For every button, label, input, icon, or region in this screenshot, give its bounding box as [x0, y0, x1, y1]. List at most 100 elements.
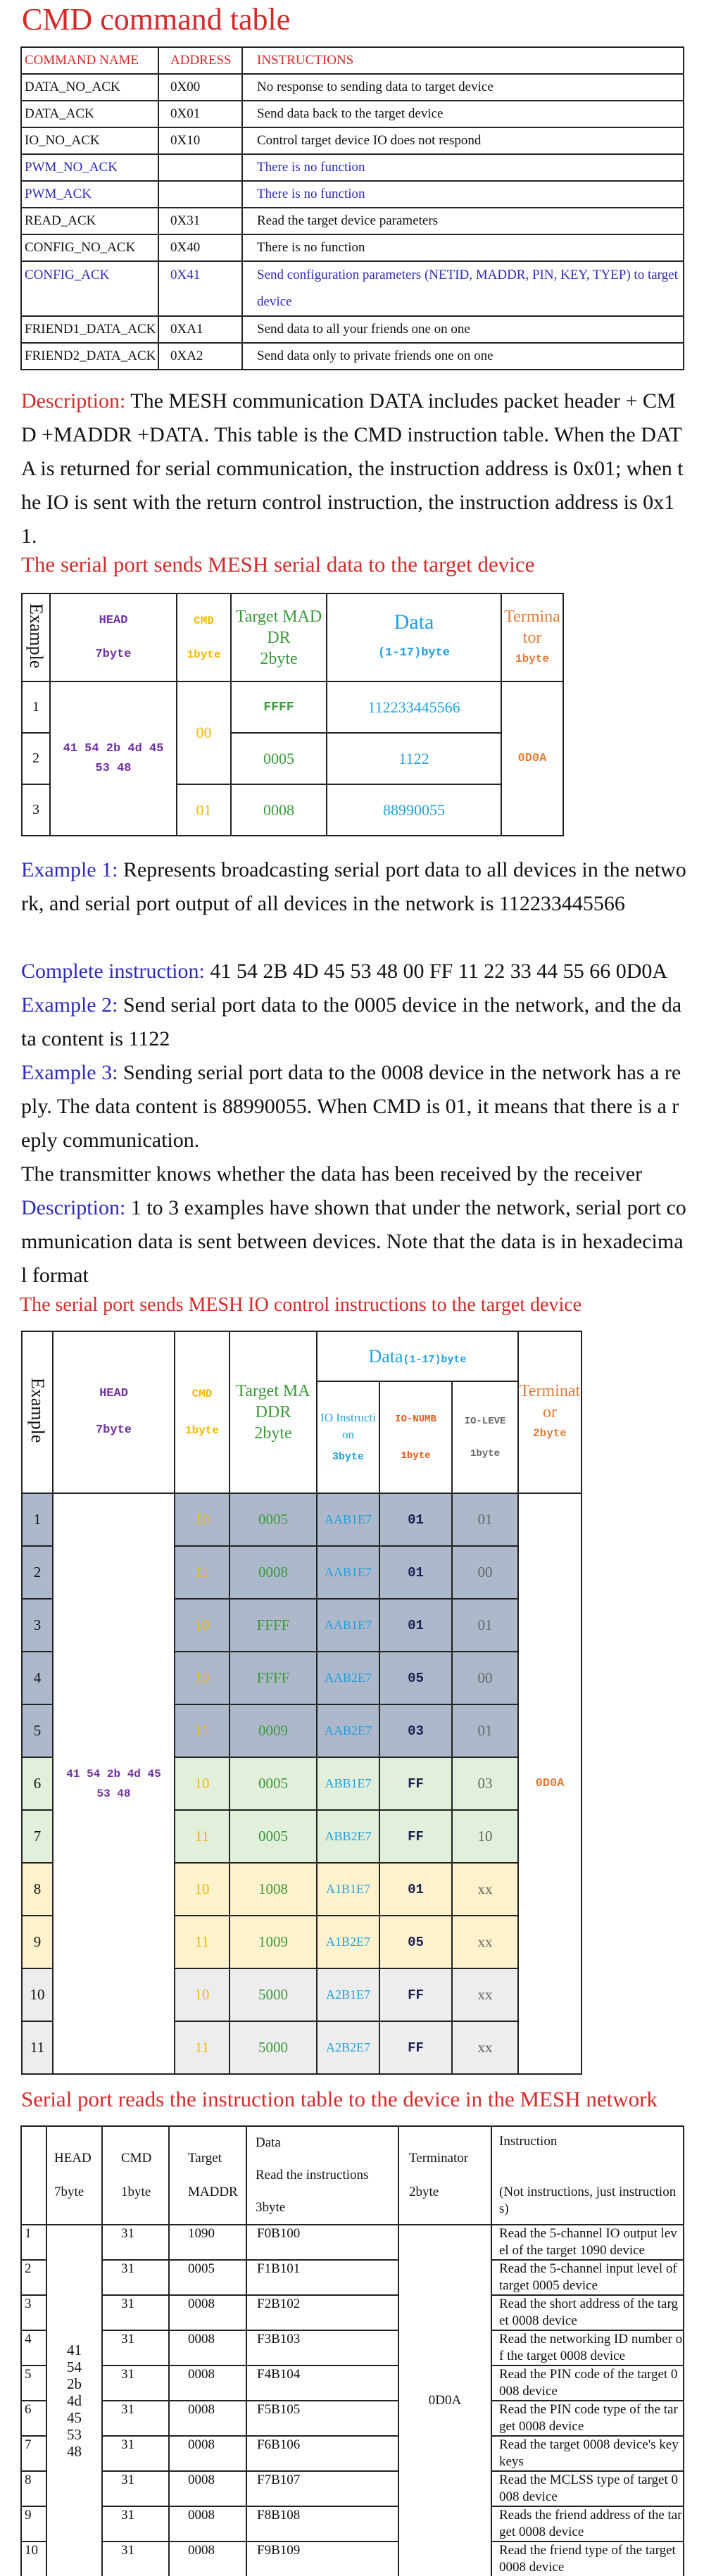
cmd-value: 31: [101, 2294, 170, 2331]
io-level-value: 03: [451, 1757, 520, 1811]
example-number: 8: [21, 1862, 54, 1916]
header-example: Example: [21, 1331, 54, 1494]
table-row: 9 31 0008 F8B108 Reads the friend address of…: [20, 2506, 684, 2542]
header-head-size: 7byte: [95, 1424, 132, 1437]
header-cmd-size: 1byte: [184, 1424, 219, 1437]
maddr-value: FFFF: [229, 1651, 318, 1705]
io-level-value: 01: [451, 1598, 520, 1652]
table-row: 5 11 0009 AAB2E7 03 01: [21, 1704, 582, 1758]
maddr-value: 5000: [229, 1968, 318, 2022]
head-byte: 45: [67, 2409, 82, 2426]
terminator-value: 0D0A: [517, 1493, 582, 2075]
example-label: Complete instruction:: [21, 960, 205, 983]
header-head: HEAD 7byte: [49, 593, 177, 682]
header-instructions: INSTRUCTIONS: [241, 46, 684, 75]
command-name: CONFIG_NO_ACK: [20, 234, 159, 262]
header-terminator-label: Terminator: [504, 607, 560, 647]
command-name: FRIEND2_DATA_ACK: [20, 342, 159, 370]
table-row: FRIEND2_DATA_ACK 0XA2 Send data only to pr…: [20, 342, 684, 370]
head-byte: 48: [67, 2443, 82, 2460]
io-instruction-value: A2B2E7: [316, 2021, 380, 2075]
cmd-command-table: COMMAND NAME ADDRESS INSTRUCTIONS DATA_N…: [20, 46, 684, 370]
header-io-level-label: IO-LEVE: [464, 1415, 506, 1427]
header-example-label: Example: [27, 1378, 48, 1443]
header-address: ADDRESS: [158, 46, 243, 75]
header-terminator-size: 2byte: [533, 1427, 567, 1440]
maddr-value: 0008: [229, 1545, 318, 1600]
example-number: 4: [21, 1651, 54, 1705]
header-io-numb-size: 1byte: [401, 1450, 431, 1462]
example-paragraph: Description: 1 to 3 examples have shown …: [21, 1191, 686, 1293]
header-head-size: 7byte: [95, 647, 132, 661]
io-instruction-value: ABB2E7: [316, 1809, 380, 1864]
io-numb-value: FF: [379, 2021, 453, 2075]
header-data: Data Read the instructions 3byte: [246, 2125, 399, 2225]
io-numb-value: 01: [379, 1545, 453, 1600]
header-head-size: 7byte: [54, 2185, 84, 2199]
table-row: READ_ACK 0X31 Read the target device param…: [20, 207, 684, 235]
io-numb-value: 01: [379, 1493, 453, 1547]
data-value: 1122: [326, 732, 502, 785]
io-level-value: xx: [451, 1968, 520, 2022]
io-level-value: xx: [451, 2021, 520, 2075]
table-header-row: HEAD 7byte CMD 1byte Target MADDR Data Read …: [20, 2125, 684, 2225]
row-number: 5: [20, 2365, 47, 2401]
header-head-label: HEAD: [99, 613, 128, 627]
table-row: 7 31 0008 F6B106 Read the target 0008 device…: [20, 2435, 684, 2472]
command-name: DATA_ACK: [20, 100, 159, 128]
example-text: 41 54 2B 4D 45 53 48 00 FF 11 22 33 44 5…: [204, 960, 668, 983]
table-row: 7 11 0005 ABB2E7 FF 10: [21, 1809, 582, 1864]
command-name: READ_ACK: [20, 207, 159, 235]
row-number: 3: [20, 2294, 47, 2331]
command-instruction: There is no function: [241, 180, 684, 208]
io-instruction-value: A1B2E7: [316, 1915, 380, 1969]
table-row: 1 41 54 2b 4d 45 53 48 31 1090 F0B100 0D0A Read the …: [20, 2224, 684, 2576]
table-row: 11 11 5000 A2B2E7 FF xx: [21, 2021, 582, 2075]
io-numb-value: 03: [379, 1704, 453, 1758]
head-byte: 53: [67, 2426, 82, 2443]
data-value: F3B103: [246, 2330, 399, 2366]
description-paragraph: Description: The MESH communication DATA…: [21, 384, 686, 553]
table-row: DATA_NO_ACK 0X00 No response to sending da…: [20, 73, 684, 101]
example-number: 9: [21, 1915, 54, 1969]
cmd-value: 31: [101, 2541, 170, 2576]
read-instruction-table: HEAD 7byte CMD 1byte Target MADDR Data Read …: [20, 2125, 684, 2576]
header-data: Data (1-17)byte: [326, 593, 502, 682]
cmd-value: 31: [101, 2400, 170, 2437]
table-row: DATA_ACK 0X01 Send data back to the target…: [20, 100, 684, 128]
header-cmd: CMD 1byte: [176, 593, 232, 682]
header-data-label: Data: [394, 610, 434, 634]
table-subheader-row: IO Instruction 3byte IO-NUMB 1byte IO-LEVE…: [22, 1381, 582, 1494]
header-head-label: HEAD: [99, 1387, 128, 1400]
io-level-value: 00: [451, 1651, 520, 1705]
header-cmd-label: CMD: [191, 1388, 213, 1400]
cmd-value: 10: [174, 1598, 230, 1652]
data-value: 88990055: [326, 784, 502, 836]
header-number: [20, 2125, 47, 2225]
example-label: Example 2:: [21, 993, 118, 1017]
header-cmd-label: CMD: [194, 614, 214, 627]
example-label: Description:: [21, 1196, 126, 1219]
maddr-value: 0005: [168, 2259, 247, 2296]
example-paragraph: Complete instruction: 41 54 2B 4D 45 53 …: [21, 955, 686, 988]
head-value: 41 54 2b 4d 45 53 48: [49, 681, 177, 836]
header-io-instruction-label: IO Instruction: [320, 1410, 376, 1441]
example-paragraph: Example 3: Sending serial port data to t…: [21, 1056, 686, 1157]
io-level-value: 01: [451, 1704, 520, 1758]
header-target-label: Target MADDR: [235, 607, 322, 647]
cmd-value: 31: [101, 2224, 170, 2261]
cmd-value: 11: [174, 1809, 230, 1864]
maddr-value: 0008: [168, 2435, 247, 2472]
example-label: Example 3:: [21, 1061, 118, 1084]
io-instruction-value: A1B1E7: [316, 1862, 380, 1916]
io-level-value: 10: [451, 1809, 520, 1864]
example-paragraph: Example 1: Represents broadcasting seria…: [21, 853, 686, 921]
cmd-value: 10: [174, 1968, 230, 2022]
header-data-label: Data: [256, 2135, 281, 2150]
header-terminator: Terminator 2byte: [517, 1331, 582, 1494]
table-header-row: Example HEAD 7byte CMD 1byte Target MADDR 2…: [21, 1331, 582, 1494]
head-value: 41 54 2b 4d 45 53 48: [46, 2224, 103, 2576]
cmd-value: 11: [174, 1915, 230, 1969]
header-instruction-label: Instruction: [499, 2134, 558, 2149]
table-row: 10 10 5000 A2B1E7 FF xx: [21, 1968, 582, 2022]
